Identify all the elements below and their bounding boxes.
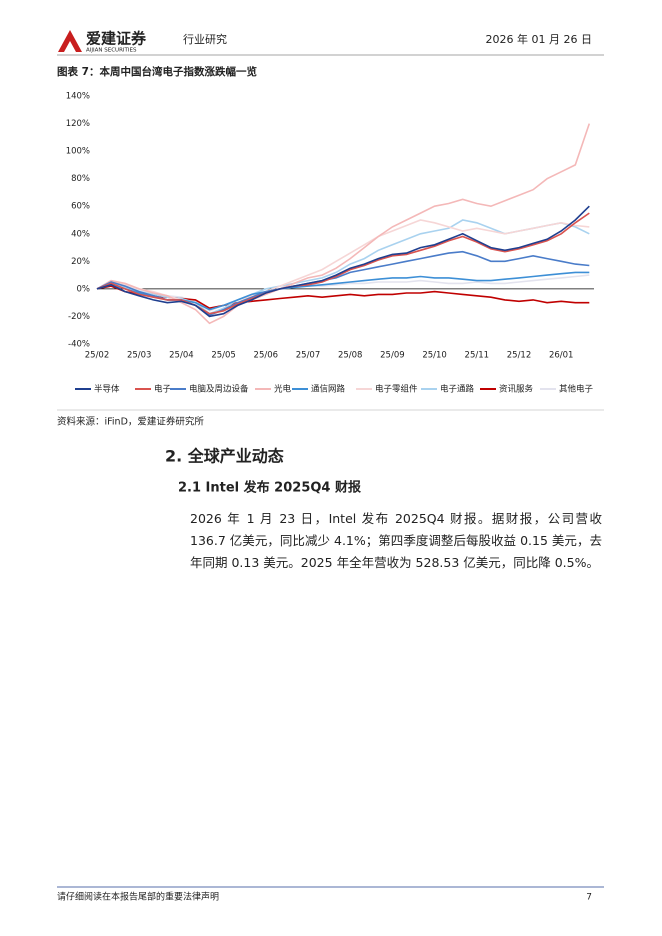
x-tick-label: 25/03 — [127, 351, 152, 361]
y-tick-label: 140% — [66, 92, 90, 102]
y-tick-label: -40% — [68, 340, 90, 350]
legend-label: 资讯服务 — [499, 384, 534, 395]
x-tick-label: 25/05 — [211, 351, 236, 361]
y-tick-label: 40% — [71, 229, 90, 239]
y-tick-label: 80% — [71, 174, 90, 184]
page-number: 7 — [586, 893, 592, 903]
brand-en: AIJIAN SECURITIES — [86, 48, 137, 54]
date: 2026 年 01 月 26 日 — [486, 32, 592, 46]
legend-label: 光电 — [274, 384, 292, 395]
y-tick-label: 20% — [71, 257, 90, 267]
figure-source: 资料来源：iFinD，爱建证券研究所 — [57, 416, 204, 428]
x-tick-label: 25/04 — [169, 351, 194, 361]
series-line — [96, 271, 590, 311]
x-tick-label: 25/06 — [254, 351, 279, 361]
legend-label: 其他电子 — [559, 384, 594, 395]
subheading: 2.1 Intel 发布 2025Q4 财报 — [178, 480, 362, 496]
series-line — [96, 205, 590, 318]
figure-title: 图表 7：本周中国台湾电子指数涨跌幅一览 — [57, 65, 257, 78]
report-type: 行业研究 — [183, 32, 227, 46]
series-line — [96, 274, 590, 312]
legend-label: 半导体 — [94, 384, 120, 395]
x-tick-label: 25/02 — [85, 351, 110, 361]
x-tick-label: 26/01 — [549, 351, 574, 361]
logo — [58, 30, 82, 52]
paragraph: 2026 年 1 月 23 日，Intel 发布 2025Q4 财报。据财报，公… — [190, 511, 602, 570]
legend-label: 电子零组件 — [375, 384, 418, 395]
y-tick-label: 60% — [71, 202, 90, 212]
series-line — [96, 123, 591, 325]
x-tick-label: 25/11 — [465, 351, 490, 361]
x-tick-label: 25/08 — [338, 351, 363, 361]
x-tick-label: 25/12 — [507, 351, 532, 361]
disclaimer: 请仔细阅读在本报告尾部的重要法律声明 — [57, 891, 219, 903]
x-tick-label: 25/10 — [422, 351, 447, 361]
legend-label: 通信网路 — [311, 384, 346, 395]
section-heading: 2. 全球产业动态 — [165, 447, 284, 466]
brand: 爱建证券 — [86, 30, 147, 48]
legend-label: 电子 — [154, 384, 172, 395]
legend-label: 电脑及周边设备 — [189, 384, 249, 395]
x-tick-label: 25/09 — [380, 351, 405, 361]
y-tick-label: 0% — [77, 284, 91, 294]
y-tick-label: 100% — [66, 147, 90, 157]
x-tick-label: 25/07 — [296, 351, 321, 361]
y-tick-label: 120% — [66, 119, 90, 129]
series-line — [96, 212, 590, 315]
legend-label: 电子通路 — [440, 384, 475, 395]
y-tick-label: -20% — [68, 312, 90, 322]
